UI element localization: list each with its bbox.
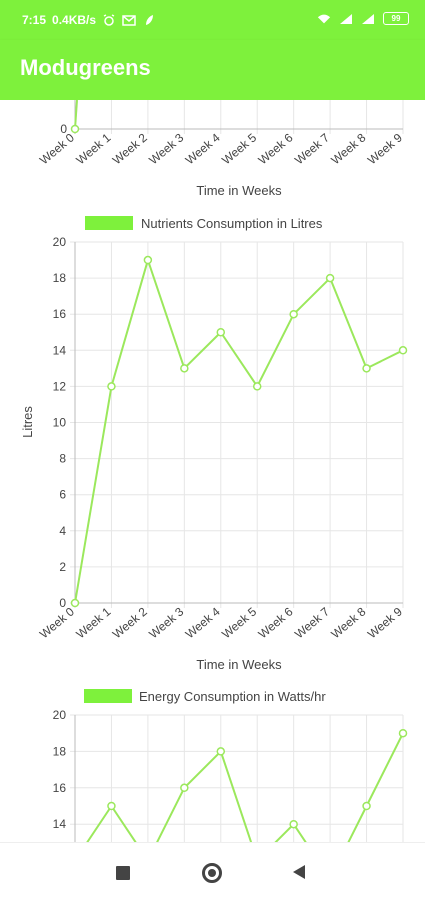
chart2-data-point	[398, 346, 408, 355]
mail-icon	[122, 15, 136, 26]
chart1-x-tick-label: Week 4	[183, 130, 223, 167]
chart3-y-tick-label: 20	[53, 708, 67, 722]
chart2-x-axis-title: Time in Weeks	[196, 657, 282, 672]
status-time: 7:15	[22, 13, 47, 27]
chart2-data-point	[325, 273, 335, 283]
chart2-y-tick-label: 14	[53, 343, 67, 357]
chart1-x-tick-label: Week 9	[365, 130, 405, 167]
chart2-y-tick-label: 10	[53, 416, 67, 430]
chart1-x-tick-label: Week 7	[292, 130, 332, 167]
wifi-icon	[317, 14, 331, 23]
chart2-x-tick-label: Week 0	[37, 604, 77, 641]
chart1-x-tick-label: Week 8	[328, 130, 368, 167]
chart1-y-tick-label: 0	[60, 122, 67, 136]
chart1-x-tick-label: Week 6	[256, 130, 296, 167]
chart1-x-tick-label: Week 1	[73, 130, 113, 167]
chart2-series-line	[74, 259, 404, 604]
home-icon[interactable]	[202, 863, 222, 883]
chart2-x-tick-label: Week 5	[219, 604, 259, 641]
battery-level: 99	[391, 14, 401, 23]
charts-scroll-area[interactable]: 0 Week 0 Week 1 Week 2 Week 3 Week 4 Week 5 Wee…	[0, 100, 425, 842]
chart2-y-tick-label: 18	[53, 271, 67, 285]
chart3-legend-swatch	[84, 689, 132, 703]
chart2-data-point	[289, 309, 298, 319]
battery-icon: 99	[383, 12, 409, 25]
chart2-data-point	[362, 364, 371, 373]
chart2-y-tick-label: 6	[59, 488, 66, 502]
chart1-data-point	[70, 124, 80, 134]
chart2-data-point	[143, 255, 153, 265]
app-title: Modugreens	[20, 55, 151, 80]
chart1-x-tick-label: Week 5	[219, 130, 259, 167]
app-bar: Modugreens	[0, 40, 425, 100]
chart3-y-tick-label: 16	[53, 781, 67, 795]
chart3-data-point	[180, 783, 189, 793]
chart2-legend-label: Nutrients Consumption in Litres	[141, 216, 323, 231]
leaf-icon	[146, 15, 154, 25]
chart3-data-point	[398, 728, 408, 738]
chart2-y-tick-label: 4	[59, 524, 66, 538]
chart1-x-axis-title: Time in Weeks	[196, 183, 282, 198]
chart2-x-tick-label: Week 4	[183, 604, 223, 641]
chart2-y-tick-label: 12	[53, 379, 67, 393]
chart3-series-line	[86, 732, 404, 842]
chart1-x-tick-label: Week 2	[110, 130, 150, 167]
network-speed: 0.4KB/s	[52, 13, 97, 27]
chart2-data-point	[180, 364, 189, 373]
chart3-y-tick-label: 18	[53, 744, 67, 758]
chart1-series-line	[74, 100, 78, 130]
chart3-data-point	[289, 819, 298, 829]
chart2-data-point	[216, 328, 226, 337]
signal-icon	[362, 13, 374, 24]
chart2-y-axis-title: Litres	[20, 406, 35, 438]
chart3-data-point	[107, 801, 116, 811]
back-icon[interactable]	[293, 865, 305, 879]
recents-icon[interactable]	[116, 866, 130, 880]
chart3-legend-label: Energy Consumption in Watts/hr	[139, 689, 326, 704]
chart2-x-tick-label: Week 1	[73, 604, 113, 641]
chart2-x-tick-label: Week 9	[365, 604, 405, 641]
chart3-data-point	[362, 801, 371, 811]
chart2-data-point	[252, 382, 262, 391]
chart2-x-tick-label: Week 7	[292, 604, 332, 641]
chart2-x-tick-label: Week 2	[110, 604, 150, 641]
chart1-x-tick-label: Week 3	[146, 130, 186, 167]
chart1-x-tick-label: Week 0	[37, 130, 77, 167]
signal-icon	[340, 13, 352, 24]
chart2-data-point	[70, 598, 80, 608]
chart3-y-tick-label: 14	[53, 817, 67, 831]
chart2-x-tick-label: Week 8	[328, 604, 368, 641]
chart2-y-tick-label: 20	[53, 235, 67, 249]
chart2-x-tick-label: Week 3	[146, 604, 186, 641]
chart2-y-tick-label: 8	[59, 452, 66, 466]
chart2-y-tick-label: 0	[59, 596, 66, 610]
chart3-data-point	[216, 747, 226, 756]
status-bar: 7:15 0.4KB/s 99	[0, 0, 425, 40]
alarm-icon	[103, 14, 115, 26]
chart2-data-point	[107, 382, 116, 391]
chart2-x-tick-label: Week 6	[256, 604, 296, 641]
chart2-y-tick-label: 16	[53, 307, 67, 321]
navigation-bar	[0, 842, 425, 901]
chart2-y-tick-label: 2	[59, 560, 66, 574]
chart2-legend-swatch	[85, 216, 133, 230]
